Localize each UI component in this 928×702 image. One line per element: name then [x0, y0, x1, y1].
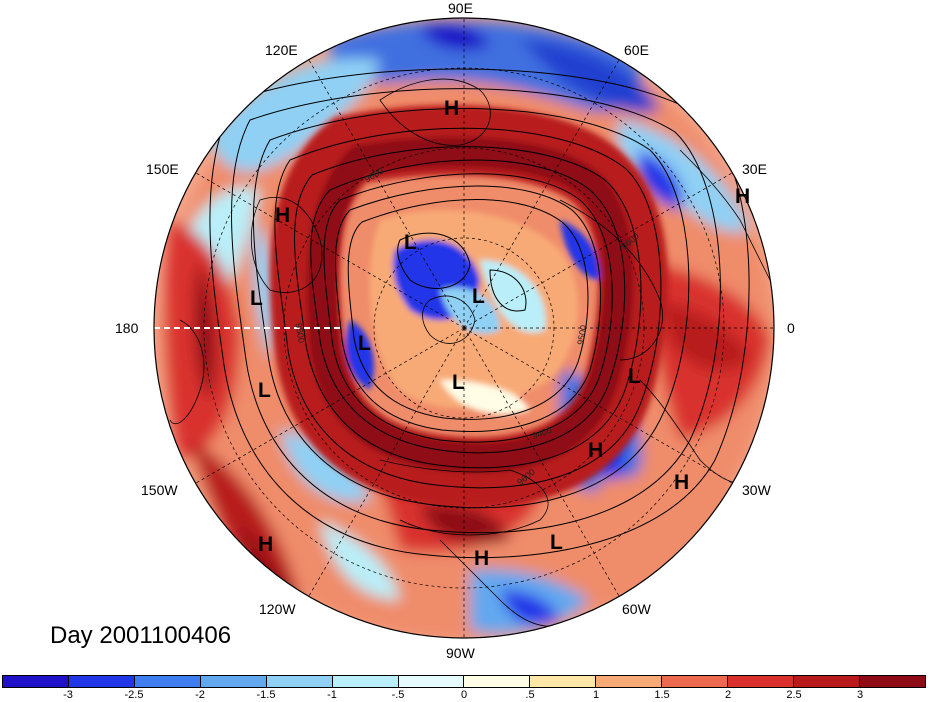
colorbar: [2, 675, 926, 688]
lon-label-30w: 30W: [742, 482, 771, 498]
colorbar-segment: [662, 676, 729, 687]
high-pressure-label: H: [674, 471, 690, 494]
colorbar-tick-label: 3: [856, 689, 864, 701]
high-pressure-label: H: [258, 533, 274, 556]
low-pressure-label: L: [358, 332, 371, 355]
day-label: Day 2001100406: [50, 622, 232, 649]
polar-map: [153, 17, 775, 639]
lon-label-90w: 90W: [446, 645, 475, 661]
colorbar-segment: [266, 676, 333, 687]
low-pressure-label: L: [258, 379, 271, 402]
high-pressure-label: H: [588, 439, 604, 462]
colorbar-tick-label: -1.5: [256, 689, 276, 701]
colorbar-segment: [68, 676, 135, 687]
colorbar-segment: [859, 676, 925, 687]
colorbar-tick-label: 0: [460, 689, 468, 701]
colorbar-segment: [398, 676, 465, 687]
colorbar-tick-label: -2.5: [124, 689, 144, 701]
colorbar-segment: [134, 676, 201, 687]
lon-label-180: 180: [115, 320, 139, 336]
lon-label-120e: 120E: [265, 42, 298, 58]
lon-label-90e: 90E: [448, 0, 473, 16]
colorbar-tick-label: 2: [724, 689, 732, 701]
colorbar-segment: [464, 676, 531, 687]
lon-label-150e: 150E: [146, 161, 179, 177]
lon-label-120w: 120W: [259, 601, 296, 617]
colorbar-tick-label: 2.5: [786, 689, 802, 701]
colorbar-segment: [3, 676, 69, 687]
colorbar-tick-label: -3: [63, 689, 73, 701]
colorbar-segment: [200, 676, 267, 687]
lon-label-150w: 150W: [141, 482, 178, 498]
low-pressure-label: L: [250, 287, 263, 310]
lon-label-0: 0: [787, 320, 795, 336]
colorbar-tick-label: -.5: [391, 689, 405, 701]
colorbar-segment: [794, 676, 860, 687]
low-pressure-label: L: [404, 231, 417, 254]
colorbar-segment: [596, 676, 663, 687]
lon-label-60e: 60E: [624, 42, 649, 58]
colorbar-tick-label: -2: [195, 689, 205, 701]
low-pressure-label: L: [628, 365, 641, 388]
high-pressure-label: H: [275, 204, 291, 227]
colorbar-tick-label: .5: [525, 689, 535, 701]
low-pressure-label: L: [452, 371, 465, 394]
high-pressure-label: H: [444, 97, 460, 120]
geopotential-contours: [209, 68, 750, 559]
colorbar-segment: [728, 676, 795, 687]
high-pressure-label: H: [474, 547, 490, 570]
high-pressure-label: H: [735, 185, 751, 208]
lon-label-30e: 30E: [742, 161, 767, 177]
colorbar-segment: [332, 676, 399, 687]
low-pressure-label: L: [472, 285, 485, 308]
colorbar-tick-label: 1.5: [654, 689, 670, 701]
colorbar-tick-label: -1: [327, 689, 337, 701]
map-border: [153, 17, 775, 639]
colorbar-tick-label: 1: [592, 689, 600, 701]
low-pressure-label: L: [550, 531, 563, 554]
colorbar-segment: [530, 676, 597, 687]
lon-label-60w: 60W: [622, 601, 651, 617]
